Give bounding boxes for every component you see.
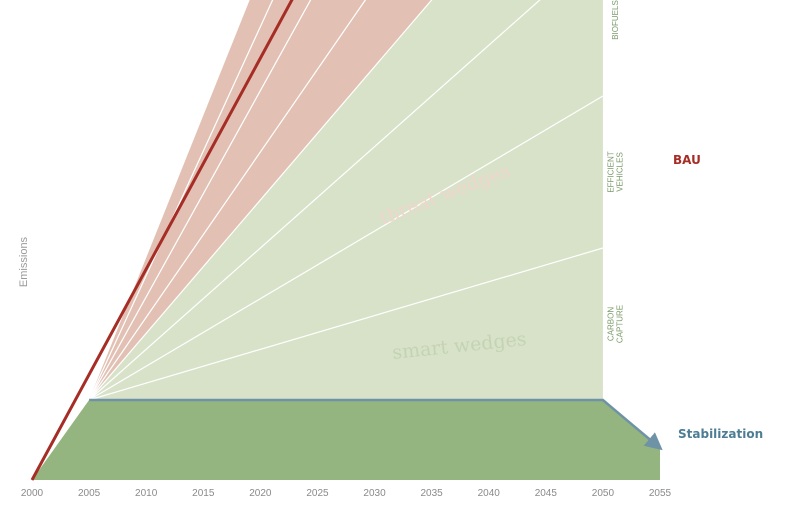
wedge-separator-line bbox=[88, 0, 541, 401]
smart-wedge-label: EFFICIENT VEHICLES bbox=[606, 151, 624, 192]
bau-line bbox=[30, 0, 294, 481]
x-tick-label: 2020 bbox=[249, 488, 272, 499]
wedge-label-line: BIOFUELS bbox=[611, 0, 620, 40]
smart-wedge-label: BIOFUELS bbox=[611, 0, 620, 40]
x-axis-ticks: 2000 2005 2010 2015 2020 2025 2030 2035 2040 2045… bbox=[21, 488, 672, 499]
x-tick-label: 2030 bbox=[363, 488, 386, 499]
x-tick-label: 2015 bbox=[192, 488, 215, 499]
wedge-label-line: VEHICLES bbox=[615, 152, 624, 192]
wedge-separator-line bbox=[88, 0, 312, 401]
x-tick-label: 2040 bbox=[478, 488, 501, 499]
wedge-separator-line bbox=[88, 0, 367, 401]
x-tick-label: 2045 bbox=[535, 488, 558, 499]
stabilization-area bbox=[32, 400, 660, 480]
smart-wedge-label: CARBON CAPTURE bbox=[606, 305, 624, 343]
x-tick-label: 2010 bbox=[135, 488, 158, 499]
x-tick-label: 2005 bbox=[78, 488, 101, 499]
wedge-separator-line bbox=[88, 247, 604, 401]
bau-label: BAU bbox=[673, 153, 701, 167]
stabilization-line bbox=[89, 398, 663, 451]
chart-areas bbox=[32, 0, 660, 480]
x-tick-label: 2025 bbox=[306, 488, 329, 499]
wedge-labels: CARBONCAPTUREEFFICIENTVEHICLESBIOFUELSRE… bbox=[606, 0, 624, 343]
x-tick-label: 2055 bbox=[649, 488, 672, 499]
smart-wedge-area bbox=[89, 0, 603, 400]
x-tick-label: 2035 bbox=[421, 488, 444, 499]
chart-lines bbox=[30, 0, 663, 481]
wedge-separator-line bbox=[88, 0, 433, 401]
wedge-label-line: CAPTURE bbox=[615, 305, 624, 343]
x-tick-label: 2050 bbox=[592, 488, 615, 499]
wedge-separator-line bbox=[88, 95, 604, 401]
wedge-label-line: EFFICIENT bbox=[606, 151, 615, 192]
x-tick-label: 2000 bbox=[21, 488, 44, 499]
y-axis-label: Emissions bbox=[18, 236, 30, 287]
stabilization-label: Stabilization bbox=[678, 427, 763, 441]
wedge-label-line: CARBON bbox=[606, 307, 615, 341]
